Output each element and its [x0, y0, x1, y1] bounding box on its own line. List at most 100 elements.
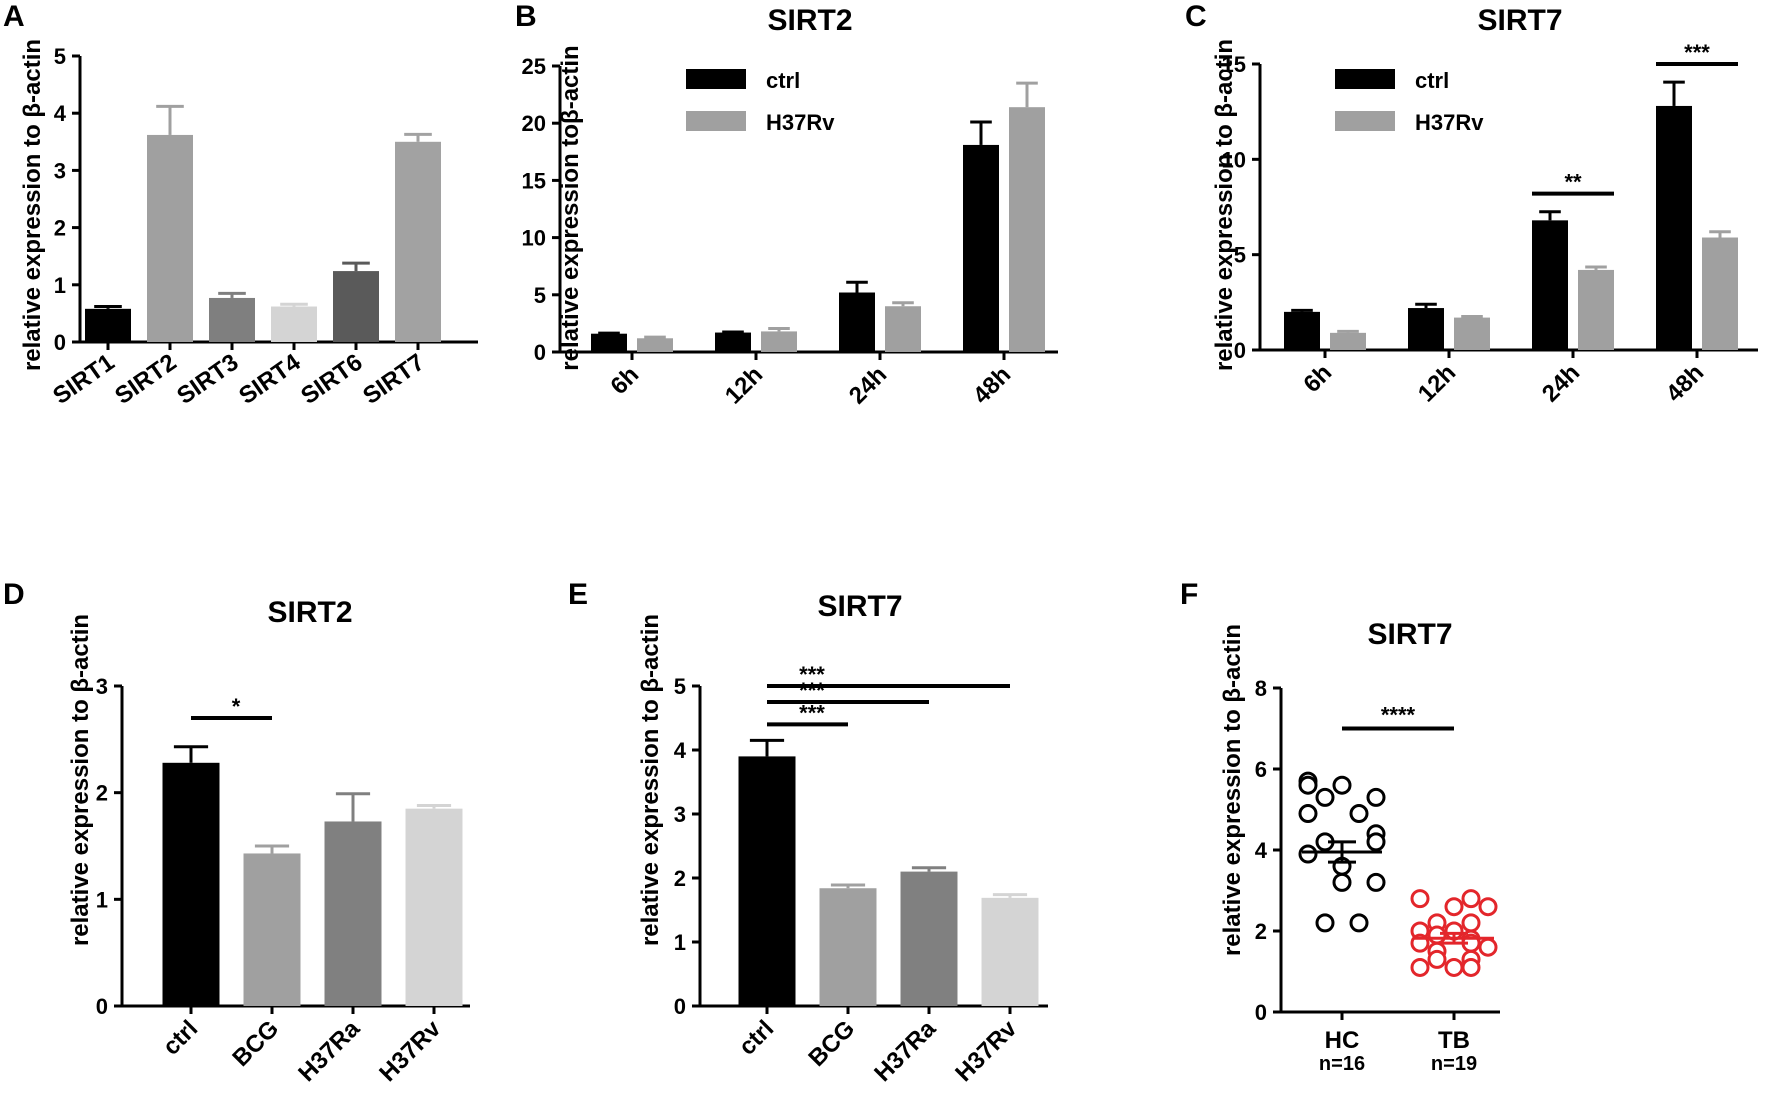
panel-b-ytick-label: 15	[522, 168, 546, 193]
panel-d-bar-ctrl	[162, 762, 220, 1006]
panel-a-xtick-label: SIRT3	[172, 349, 243, 410]
panel-f-point-hc	[1332, 775, 1352, 795]
panel-f-point-hc	[1298, 775, 1318, 795]
panel-c-xtick-label: 6h	[1298, 359, 1337, 398]
panel-f-point-hc	[1315, 787, 1335, 807]
panel-f-ytick-label: 8	[1255, 676, 1267, 701]
panel-e-bar-h37ra	[900, 871, 958, 1006]
panel-c-significance-label: ***	[1684, 40, 1710, 65]
panel-c-xtick-label: 48h	[1661, 359, 1709, 407]
panel-f-point-tb	[1444, 897, 1464, 917]
panel-b-ytick-label: 0	[534, 340, 546, 365]
panel-c-bar-ctrl-48h	[1656, 105, 1692, 351]
panel-c-ytick-label: 10	[1222, 147, 1246, 172]
panel-c-bar-ctrl-12h	[1408, 308, 1444, 350]
panel-b-bar-h37rv-12h	[761, 331, 797, 352]
panel-b-legend-label-ctrl: ctrl	[766, 68, 800, 93]
panel-d-bar-h37rv	[405, 808, 463, 1006]
panel-f-point-hc	[1315, 913, 1335, 933]
panel-e-significance-label: ***	[799, 700, 825, 725]
panel-e-xtick-label: ctrl	[734, 1015, 780, 1061]
panel-f-point-tb	[1461, 913, 1481, 933]
panel-a-ylabel: relative expression to β-actin	[19, 39, 46, 371]
panel-e-xtick-label: BCG	[803, 1015, 860, 1072]
panel-c-title: SIRT7	[1477, 4, 1562, 37]
panel-c: C SIRT7 relative expression to β-actin 0…	[1185, 0, 1758, 407]
panel-c-xtick-label: 24h	[1537, 359, 1585, 407]
panel-f-letter: F	[1180, 578, 1198, 611]
panel-a-bar-sirt2	[147, 134, 193, 342]
panel-c-bar-h37rv-48h	[1702, 237, 1738, 350]
panel-b-legend-swatch-ctrl	[686, 69, 746, 89]
panel-a-ytick-label: 2	[54, 216, 66, 241]
panel-e-ytick-label: 3	[674, 802, 686, 827]
panel-c-bar-ctrl-24h	[1532, 220, 1568, 350]
panel-e-ytick-label: 4	[674, 738, 687, 763]
panel-f-ytick-label: 0	[1255, 1000, 1267, 1025]
panel-b-legend-label-h37rv: H37Rv	[766, 110, 835, 135]
panel-e-ytick-label: 0	[674, 994, 686, 1019]
panel-c-legend-swatch-ctrl	[1335, 69, 1395, 89]
panel-a-ytick-label: 5	[54, 44, 66, 69]
panel-e-bar-bcg	[819, 888, 877, 1006]
panel-b-bar-h37rv-24h	[885, 306, 921, 352]
panel-c-legend-label-ctrl: ctrl	[1415, 68, 1449, 93]
panel-a-ytick-label: 1	[54, 273, 66, 298]
panel-d-ylabel: relative expression to β-actin	[67, 614, 94, 946]
panel-d-xtick-label: H37Ra	[293, 1015, 365, 1087]
panel-a-letter: A	[3, 0, 25, 33]
panel-e-ytick-label: 1	[674, 930, 686, 955]
panel-b-bar-h37rv-48h	[1009, 107, 1045, 353]
panel-f-point-hc	[1349, 913, 1369, 933]
panel-f-n-label: n=19	[1431, 1053, 1477, 1075]
panel-a-bar-sirt7	[395, 141, 441, 342]
panel-f-ylabel: relative expression to β-actin	[1219, 624, 1246, 956]
panel-d-ytick-label: 2	[96, 781, 108, 806]
panel-e-bar-h37rv	[981, 897, 1039, 1006]
panel-b-ytick-label: 5	[534, 283, 546, 308]
panel-d-bar-bcg	[243, 853, 301, 1006]
panel-e: E SIRT7 relative expression to β-actin 0…	[568, 578, 1048, 1087]
panel-d-significance-label: *	[232, 694, 241, 719]
panel-b-bar-ctrl-12h	[715, 332, 751, 352]
panel-b-xtick-label: 24h	[844, 361, 892, 409]
panel-c-legend-label-h37rv: H37Rv	[1415, 110, 1484, 135]
panel-f-point-hc	[1366, 787, 1386, 807]
panel-a-xtick-label: SIRT6	[296, 349, 367, 410]
panel-c-bar-h37rv-24h	[1578, 269, 1614, 350]
panel-f: F SIRT7 relative expression to β-actin 0…	[1180, 578, 1500, 1075]
panel-d-title: SIRT2	[267, 596, 352, 629]
panel-b-title: SIRT2	[767, 4, 852, 37]
panel-c-ylabel: relative expression to β-actin	[1211, 39, 1238, 371]
panel-f-ytick-label: 6	[1255, 757, 1267, 782]
panel-e-ytick-label: 5	[674, 674, 686, 699]
panel-c-bar-h37rv-6h	[1330, 332, 1366, 350]
panel-a-bar-sirt3	[209, 297, 255, 342]
panel-a-ytick-label: 0	[54, 330, 66, 355]
panel-f-point-tb	[1461, 957, 1481, 977]
panel-d-ytick-label: 0	[96, 994, 108, 1019]
panel-e-bar-ctrl	[738, 756, 796, 1006]
panel-c-bar-h37rv-12h	[1454, 317, 1490, 350]
panel-b-bar-ctrl-24h	[839, 292, 875, 352]
panel-d: D SIRT2 relative expression to β-actin 0…	[3, 578, 470, 1087]
panel-e-significance-label: ***	[799, 662, 825, 687]
panel-a-xtick-label: SIRT1	[48, 349, 119, 410]
panel-d-xtick-label: BCG	[227, 1015, 284, 1072]
panel-e-xtick-label: H37Ra	[869, 1015, 941, 1087]
panel-c-ytick-label: 5	[1234, 243, 1246, 268]
panel-d-bar-h37ra	[324, 821, 382, 1006]
panel-b-legend-swatch-h37rv	[686, 111, 746, 131]
panel-b-xtick-label: 6h	[605, 361, 644, 400]
panel-f-point-hc	[1298, 844, 1318, 864]
panel-a-bar-sirt4	[271, 306, 317, 342]
panel-a-ytick-label: 4	[54, 101, 67, 126]
panel-f-point-tb	[1410, 957, 1430, 977]
panel-b-xtick-label: 48h	[968, 361, 1016, 409]
panel-f-significance-label: ****	[1381, 703, 1416, 728]
panel-d-xtick-label: ctrl	[158, 1015, 204, 1061]
panel-f-ytick-label: 2	[1255, 919, 1267, 944]
panel-a-ytick-label: 3	[54, 158, 66, 183]
panel-b: B SIRT2 relative expression toβ-actin 05…	[515, 0, 1058, 409]
panel-a-bar-sirt1	[85, 308, 131, 342]
